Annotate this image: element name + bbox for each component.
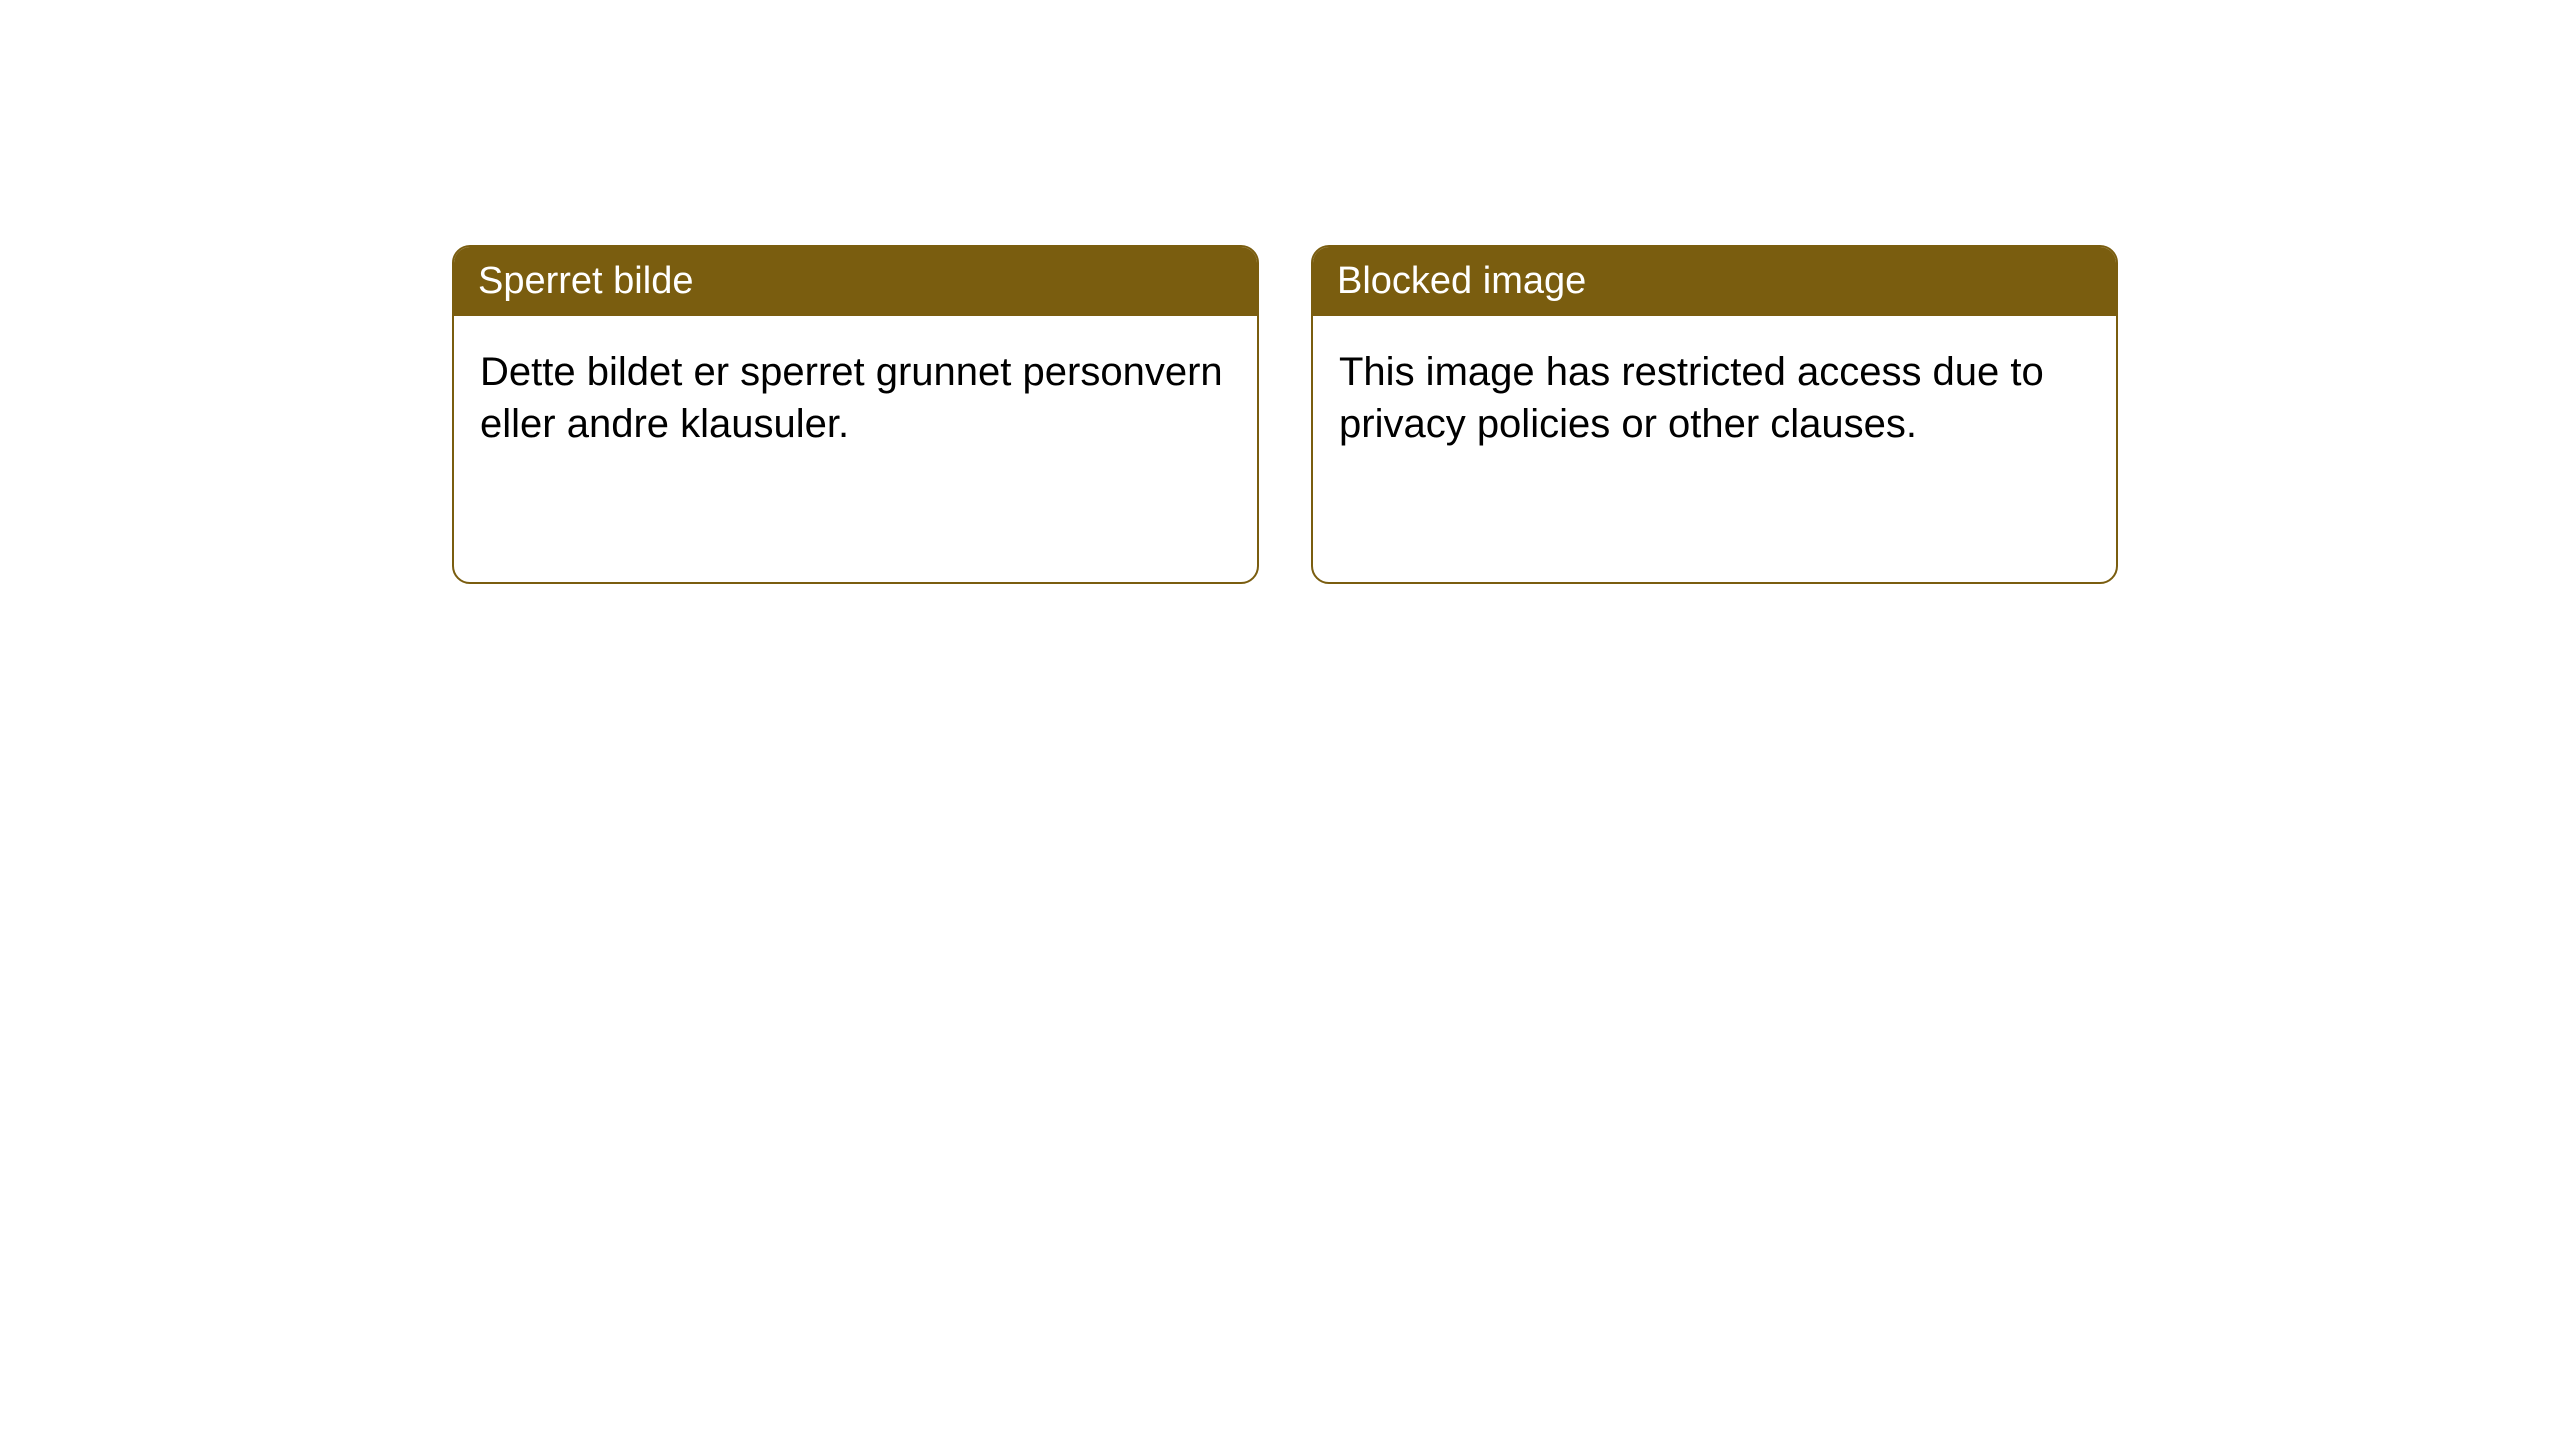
card-title-no: Sperret bilde bbox=[478, 260, 693, 302]
card-header-no: Sperret bilde bbox=[454, 247, 1257, 316]
blocked-image-card-no: Sperret bilde Dette bildet er sperret gr… bbox=[452, 245, 1259, 584]
blocked-image-cards: Sperret bilde Dette bildet er sperret gr… bbox=[452, 245, 2118, 584]
card-text-no: Dette bildet er sperret grunnet personve… bbox=[480, 350, 1223, 446]
card-body-en: This image has restricted access due to … bbox=[1313, 316, 2116, 480]
card-body-no: Dette bildet er sperret grunnet personve… bbox=[454, 316, 1257, 480]
card-title-en: Blocked image bbox=[1337, 260, 1586, 302]
card-text-en: This image has restricted access due to … bbox=[1339, 350, 2044, 446]
card-header-en: Blocked image bbox=[1313, 247, 2116, 316]
blocked-image-card-en: Blocked image This image has restricted … bbox=[1311, 245, 2118, 584]
